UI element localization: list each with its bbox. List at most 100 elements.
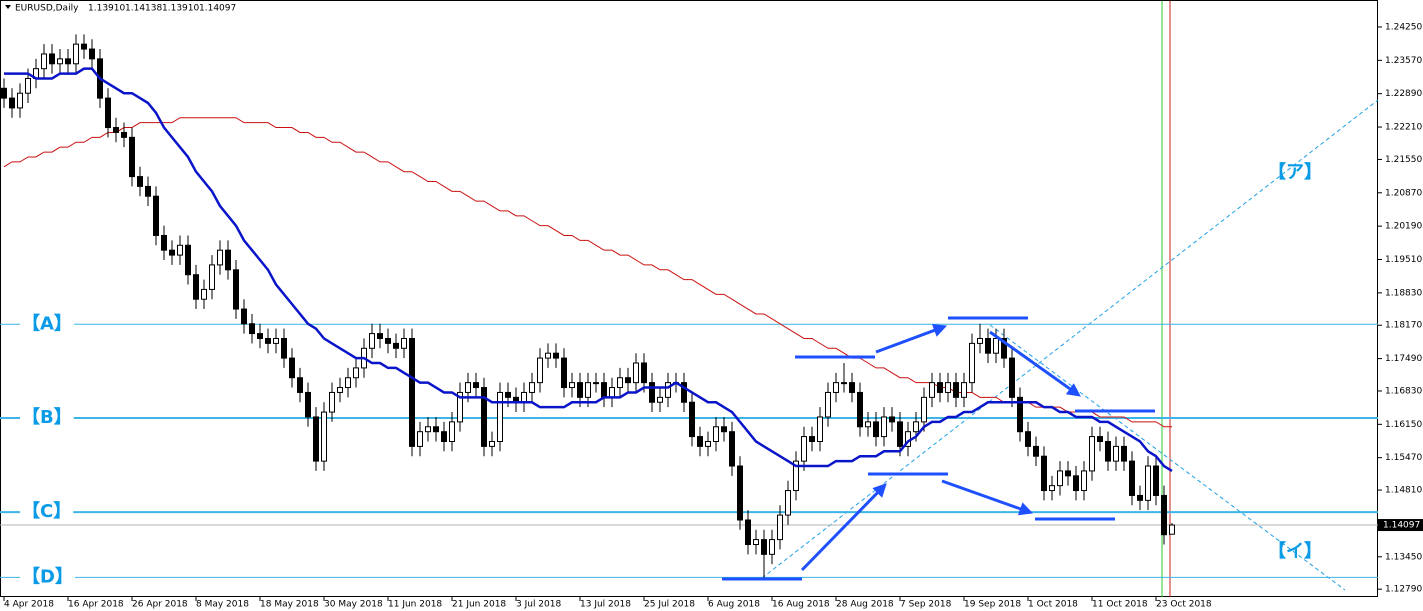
candle-body: [153, 195, 159, 236]
candle-body: [809, 436, 815, 442]
candle-body: [321, 411, 327, 462]
x-tick-label: 30 May 2018: [324, 600, 383, 610]
candle-body: [945, 382, 951, 393]
ohlc-close: 1.14097: [199, 4, 236, 14]
candle-body: [681, 382, 687, 403]
candle-body: [353, 367, 359, 379]
candle-body: [753, 539, 759, 546]
candle-body: [409, 337, 415, 447]
y-tick-label: 1.18830: [1385, 288, 1422, 298]
candle-body: [265, 337, 271, 344]
candle-body: [393, 342, 399, 349]
candle-body: [217, 249, 223, 266]
moving-average: [3, 117, 1172, 428]
trendline: [761, 99, 1379, 579]
menu-triangle: [5, 5, 11, 9]
candle-body: [297, 377, 303, 393]
candle-body: [345, 377, 351, 389]
candle-body: [417, 431, 423, 447]
candle-body: [569, 382, 575, 389]
candle-body: [985, 337, 991, 354]
candle-body: [721, 426, 727, 433]
candle-body: [449, 421, 455, 442]
candle-body: [601, 382, 607, 398]
level-label: 【D】: [22, 566, 73, 587]
candle-body: [41, 53, 47, 70]
candle-body: [657, 396, 663, 403]
x-tick-label: 19 Sep 2018: [964, 600, 1021, 610]
y-tick-label: 1.16830: [1385, 386, 1422, 396]
candle-body: [49, 53, 55, 65]
candle-body: [81, 43, 87, 50]
arrow-shaft: [989, 330, 1072, 391]
candle-body: [225, 249, 231, 271]
candle-body: [177, 244, 183, 256]
candle-body: [1121, 445, 1127, 462]
price-label: 1.14097: [1383, 521, 1420, 531]
arrow-head: [1017, 502, 1034, 516]
candle-body: [881, 416, 887, 438]
candle-body: [1081, 470, 1087, 492]
candle-body: [793, 460, 799, 492]
annotation: 【ア】: [1268, 162, 1322, 183]
candle-body: [1105, 440, 1111, 462]
candle-body: [777, 514, 783, 541]
x-tick-label: 28 Aug 2018: [836, 600, 894, 610]
candle-body: [873, 421, 879, 438]
candle-body: [913, 421, 919, 433]
candle-body: [1089, 436, 1095, 472]
y-tick-label: 1.17490: [1385, 354, 1422, 364]
y-tick-label: 1.18170: [1385, 321, 1422, 331]
arrow-shaft: [941, 479, 1022, 511]
y-tick-label: 1.22890: [1385, 89, 1422, 99]
arrow-head: [1065, 383, 1081, 397]
candle-body: [817, 416, 823, 442]
candle-body: [289, 357, 295, 379]
candle-body: [457, 391, 463, 423]
candle-body: [729, 431, 735, 467]
candle-body: [849, 382, 855, 393]
y-tick-label: 1.22210: [1385, 123, 1422, 133]
x-tick-label: 21 Jun 2018: [452, 600, 506, 610]
candle-body: [441, 431, 447, 442]
candle-body: [1145, 465, 1151, 501]
plot-frame: [0, 0, 1378, 597]
y-tick-label: 1.21550: [1385, 155, 1422, 165]
candle-body: [929, 382, 935, 398]
candle-body: [121, 131, 127, 138]
x-tick-label: 3 Jul 2018: [516, 600, 561, 610]
candle-body: [249, 323, 255, 335]
candle-body: [577, 382, 583, 398]
candle-body: [745, 519, 751, 546]
candle-body: [73, 43, 79, 65]
candle-body: [1057, 470, 1063, 487]
candle-body: [585, 382, 591, 398]
candle-body: [561, 357, 567, 389]
x-tick-label: 23 Oct 2018: [1156, 600, 1212, 610]
y-tick-label: 1.20870: [1385, 188, 1422, 198]
candle-body: [193, 274, 199, 300]
candle-body: [169, 249, 175, 256]
arrow-head: [931, 323, 948, 337]
x-tick-label: 6 Aug 2018: [708, 600, 760, 610]
candle-body: [593, 382, 599, 385]
y-tick-label: 1.12790: [1385, 585, 1422, 595]
candle-body: [401, 337, 407, 349]
label-bg: [20, 501, 74, 523]
x-tick-label: 7 Sep 2018: [900, 600, 952, 610]
candle-body: [833, 382, 839, 393]
y-tick-label: 1.19510: [1385, 255, 1422, 265]
symbol: EURUSD,Daily: [15, 4, 79, 14]
candle-body: [505, 391, 511, 398]
candle-body: [1033, 445, 1039, 457]
candle-body: [161, 234, 167, 251]
candle-body: [25, 77, 31, 94]
x-tick-label: 18 May 2018: [260, 600, 319, 610]
candle-body: [1009, 357, 1015, 398]
x-tick-label: 13 Jul 2018: [580, 600, 631, 610]
candle-body: [425, 426, 431, 433]
candle-body: [1041, 455, 1047, 492]
candle-body: [481, 387, 487, 447]
ohlc-high: 1.14138: [125, 4, 162, 14]
